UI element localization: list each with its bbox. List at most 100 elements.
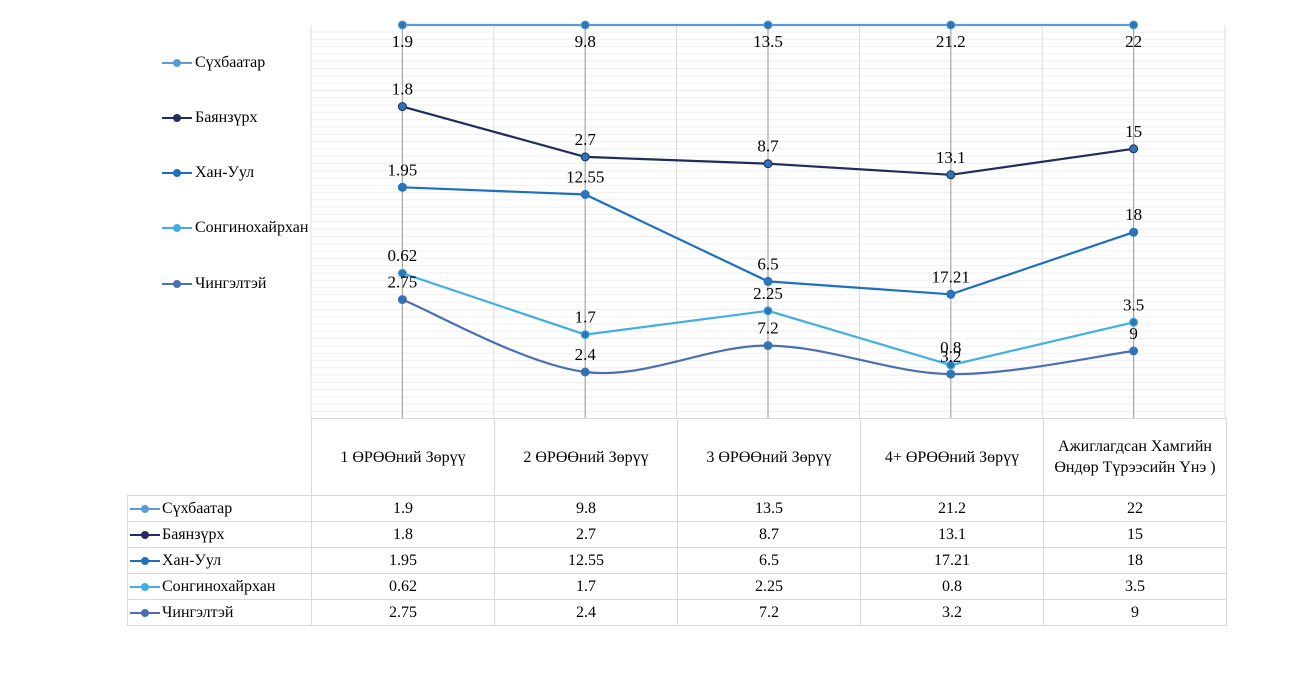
data-table-cell: 1.8 [311,521,495,548]
data-table-cell: 12.55 [494,547,678,574]
legend-label: Чингэлтэй [195,275,267,292]
data-table-corner [128,419,312,496]
data-point [1129,20,1139,30]
data-label: 21.2 [936,32,966,51]
data-label: 13.5 [753,32,783,51]
data-table-cell: 17.21 [860,547,1044,574]
row-line-marker [130,503,160,515]
data-point [763,276,773,286]
data-table-cell: 18 [1043,547,1227,574]
data-label: 1.7 [575,308,597,327]
data-table-cell: 2.25 [677,573,861,600]
data-label: 2.4 [575,345,597,364]
data-label: 9.8 [575,32,596,51]
series-lines [397,20,1139,379]
data-label: 1.9 [392,32,413,51]
data-label: 15 [1125,122,1142,141]
data-table-cell: 3.2 [860,599,1044,626]
data-table-header-row: 1 ӨРӨӨний Зөрүү 2 ӨРӨӨний Зөрүү 3 ӨРӨӨни… [128,418,1227,496]
data-label: 6.5 [757,254,778,273]
row-line-marker [130,581,160,593]
row-line-marker [130,607,160,619]
data-label: 2.75 [388,273,418,292]
data-table-row: Сонгинохайрхан 0.62 1.7 2.25 0.8 3.5 [127,573,1227,600]
data-table-cell: 3.5 [1043,573,1227,600]
data-point [397,182,407,192]
legend-line-marker [162,167,192,179]
data-table-cell: 1.9 [311,495,495,522]
data-label: 1.8 [392,80,413,99]
data-point [763,341,773,351]
legend-line-marker [162,112,192,124]
data-label: 0.8 [940,338,961,357]
data-point [1129,317,1139,327]
data-label: 2.25 [753,284,783,303]
data-point [1129,144,1139,154]
category-label: Ажиглагдсан Хамгийн Өндөр Түрээсийн Үнэ … [1043,418,1227,496]
data-label: 1.95 [388,160,418,179]
data-table-cell: 15 [1043,521,1227,548]
data-table-cell: 21.2 [860,495,1044,522]
data-table-row-label: Баянзүрх [127,521,312,548]
data-label: 18 [1125,205,1142,224]
data-table-row-label: Хан-Уул [127,547,312,574]
data-point [1129,227,1139,237]
row-series-name: Сүхбаатар [162,499,233,517]
data-table-cell: 13.1 [860,521,1044,548]
data-point [946,289,956,299]
data-table-cell: 9.8 [494,495,678,522]
data-point [397,268,407,278]
data-point [580,152,590,162]
data-point [397,20,407,30]
data-table-row-label: Чингэлтэй [127,599,312,626]
legend-label: Хан-Уул [195,164,255,181]
row-line-marker [130,555,160,567]
data-label: 13.1 [936,148,966,167]
data-label: 22 [1125,32,1142,51]
legend-item: Сүхбаатар [162,51,265,75]
data-label: 3.5 [1123,295,1144,314]
data-table-row-label: Сүхбаатар [127,495,312,522]
data-point [580,367,590,377]
data-point [397,295,407,305]
legend-line-marker [162,278,192,290]
row-series-name: Чингэлтэй [162,603,234,621]
data-point [763,306,773,316]
legend-line-marker [162,222,192,234]
data-point [1129,346,1139,356]
legend-item: Чингэлтэй [162,272,266,296]
data-table-row: Сүхбаатар 1.9 9.8 13.5 21.2 22 [127,495,1227,522]
row-series-name: Баянзүрх [162,525,225,543]
data-table-cell: 2.75 [311,599,495,626]
data-table-cell: 2.7 [494,521,678,548]
data-label: 3.2 [940,347,961,366]
row-line-marker [130,529,160,541]
category-label: 4+ ӨРӨӨний Зөрүү [860,418,1044,496]
category-label: 3 ӨРӨӨний Зөрүү [677,418,861,496]
data-table-row: Чингэлтэй 2.75 2.4 7.2 3.2 9 [127,599,1227,626]
data-table-row-label: Сонгинохайрхан [127,573,312,600]
data-table-cell: 8.7 [677,521,861,548]
data-point [946,360,956,370]
data-point [763,159,773,169]
plot-gridlines [310,25,1226,418]
data-table-row: Баянзүрх 1.8 2.7 8.7 13.1 15 [127,521,1227,548]
data-table-cell: 9 [1043,599,1227,626]
data-label: 2.7 [575,130,597,149]
data-table-cell: 0.62 [311,573,495,600]
data-table-row: Хан-Уул 1.95 12.55 6.5 17.21 18 [127,547,1227,574]
data-point [580,190,590,199]
data-label: 7.2 [757,319,778,338]
data-table-cell: 0.8 [860,573,1044,600]
data-label: 0.62 [388,246,418,265]
data-label: 8.7 [757,137,779,156]
data-table-cell: 2.4 [494,599,678,626]
chart-legend: Сүхбаатар Баянзүрх Хан-Уул Сонгинохайрха… [162,0,352,300]
data-point [397,102,407,112]
category-label: 2 ӨРӨӨний Зөрүү [494,418,678,496]
chart-data-table: 1 ӨРӨӨний Зөрүү 2 ӨРӨӨний Зөрүү 3 ӨРӨӨни… [127,418,1227,626]
data-point [946,20,956,30]
legend-label: Сүхбаатар [195,54,266,71]
legend-item: Баянзүрх [162,106,258,130]
